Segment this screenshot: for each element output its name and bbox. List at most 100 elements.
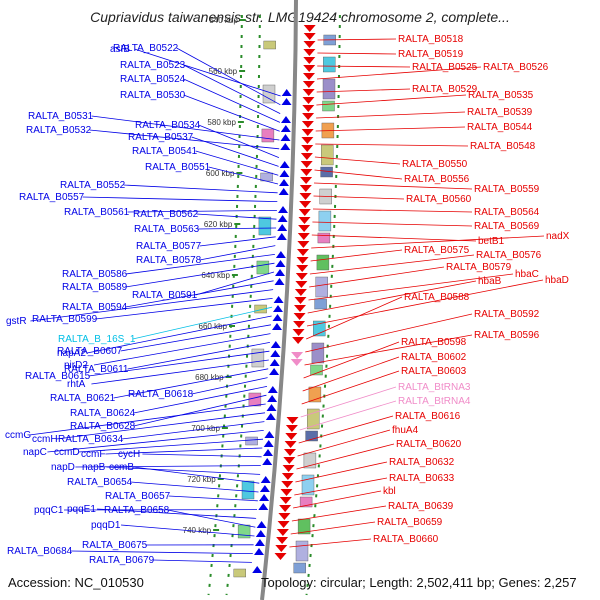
left-gene-label: RALTA_B0523: [120, 60, 186, 71]
left-gene-label: ccmG: [5, 430, 31, 441]
left-gene-label: RALTA_B0679: [89, 555, 155, 566]
right-gene-label: RALTA_B0548: [470, 141, 536, 152]
plus-strand-gene: [299, 185, 312, 192]
right-gene-label: RALTA_B0535: [468, 90, 534, 101]
left-leader-line: [208, 166, 279, 185]
right-gene-label: RALTA_B0556: [404, 174, 470, 185]
minus-strand-gene: [263, 449, 273, 456]
left-gene-label: RALTA_B0586: [62, 269, 128, 280]
left-gene-label: RALTA_B0621: [50, 393, 116, 404]
left-leader-line: [196, 213, 277, 220]
right-gene-label: RALTA_B0598: [401, 337, 467, 348]
right-gene-label: RALTA_BtRNA3: [398, 382, 471, 393]
plus-strand-gene: [302, 105, 315, 112]
left-leader-line: [195, 150, 279, 176]
left-gene-label: RALTA_B0591: [132, 290, 198, 301]
left-gene-label: asIB: [110, 44, 130, 55]
plus-strand-gene: [284, 449, 296, 456]
left-leader-line: [127, 210, 277, 213]
feature-block: [299, 496, 313, 508]
minus-strand-gene: [275, 251, 286, 258]
right-gene-label: RALTA_B0560: [406, 194, 472, 205]
left-gene-label: RALTA_B0577: [136, 241, 202, 252]
minus-strand-gene: [269, 359, 280, 366]
minus-strand-gene: [263, 440, 274, 447]
minus-strand-gene: [266, 404, 277, 411]
left-gene-label: RALTA_B0599: [32, 314, 98, 325]
right-leader-line: [312, 208, 473, 213]
left-leader-line: [120, 324, 272, 352]
left-leader-line: [78, 438, 264, 453]
plus-strand-gene: [278, 513, 291, 520]
right-leader-line: [317, 38, 397, 41]
right-leader-line: [303, 341, 400, 379]
left-gene-label: RALTA_B0634: [58, 434, 124, 445]
minus-strand-gene: [279, 161, 290, 168]
right-leader-line: [294, 477, 388, 496]
left-gene-label: nirD2: [64, 360, 88, 371]
left-leader-line: [86, 315, 272, 354]
minus-strand-gene: [280, 125, 291, 132]
plus-strand-gene: [280, 489, 293, 496]
feature-block: [318, 210, 332, 232]
plus-strand-gene: [294, 305, 306, 312]
right-leader-line: [295, 461, 388, 483]
right-leader-line: [307, 280, 477, 314]
left-leader-line: [133, 394, 267, 427]
right-gene-label: RALTA_B0576: [476, 250, 542, 261]
feature-block: [303, 452, 317, 469]
minus-strand-gene: [273, 296, 284, 303]
right-gene-label: hbaC: [515, 269, 539, 280]
plus-strand-gene: [302, 97, 315, 104]
plus-strand-gene: [303, 33, 316, 40]
plus-strand-gene: [281, 473, 294, 480]
right-gene-label: RALTA_B0603: [401, 366, 467, 377]
right-gene-label: RALTA_B0602: [401, 352, 467, 363]
left-gene-label: napD: [51, 462, 75, 473]
left-gene-label: napC: [23, 447, 47, 458]
plus-strand-gene: [279, 505, 292, 512]
plus-strand-gene: [300, 153, 313, 160]
left-leader-line: [123, 184, 278, 194]
left-leader-line: [176, 47, 281, 106]
left-gene-label: RALTA_B0532: [26, 125, 92, 136]
right-gene-label: RALTA_B0633: [389, 473, 455, 484]
minus-strand-gene: [275, 260, 286, 267]
plus-strand-gene: [298, 225, 311, 232]
left-leader-line: [183, 94, 280, 132]
left-gene-label: RALTA_B0534: [135, 120, 201, 131]
left-gene-label: RALTA_B0618: [128, 389, 194, 400]
minus-strand-gene: [258, 503, 269, 510]
right-gene-label: RALTA_B0632: [389, 457, 455, 468]
right-gene-label: nadX: [546, 231, 570, 242]
feature-block: [311, 342, 325, 364]
left-leader-line: [130, 481, 259, 493]
right-leader-line: [316, 66, 482, 80]
right-leader-line: [306, 279, 544, 327]
plus-strand-gene: [298, 217, 311, 224]
scale-tick-label: 580 kbp: [207, 118, 236, 127]
plus-strand-gene: [301, 145, 314, 152]
left-gene-label: RALTA_B0563: [134, 224, 200, 235]
left-gene-label: RALTA_B0657: [105, 491, 171, 502]
minus-strand-gene: [272, 314, 283, 321]
left-gene-label: cycH: [118, 449, 140, 460]
right-leader-line: [314, 156, 401, 165]
plus-strand-gene: [303, 73, 315, 80]
left-leader-line: [133, 466, 260, 484]
left-leader-line: [167, 509, 256, 528]
scale-tick-label: 740 kbp: [183, 526, 212, 535]
scale-tick-label: 720 kbp: [187, 475, 216, 484]
left-leader-line: [127, 342, 270, 370]
right-leader-line: [317, 52, 397, 55]
left-gene-label: pqqE1: [67, 504, 96, 515]
feature-block: [323, 56, 336, 73]
minus-strand-gene: [278, 206, 288, 213]
plus-strand-gene: [302, 81, 315, 88]
feature-block: [316, 254, 330, 271]
left-gene-label: RALTA_B0537: [128, 132, 194, 143]
right-leader-line: [291, 505, 387, 522]
plus-strand-gene: [297, 249, 309, 256]
left-gene-label: napA2: [57, 348, 86, 359]
left-leader-line: [106, 466, 261, 475]
